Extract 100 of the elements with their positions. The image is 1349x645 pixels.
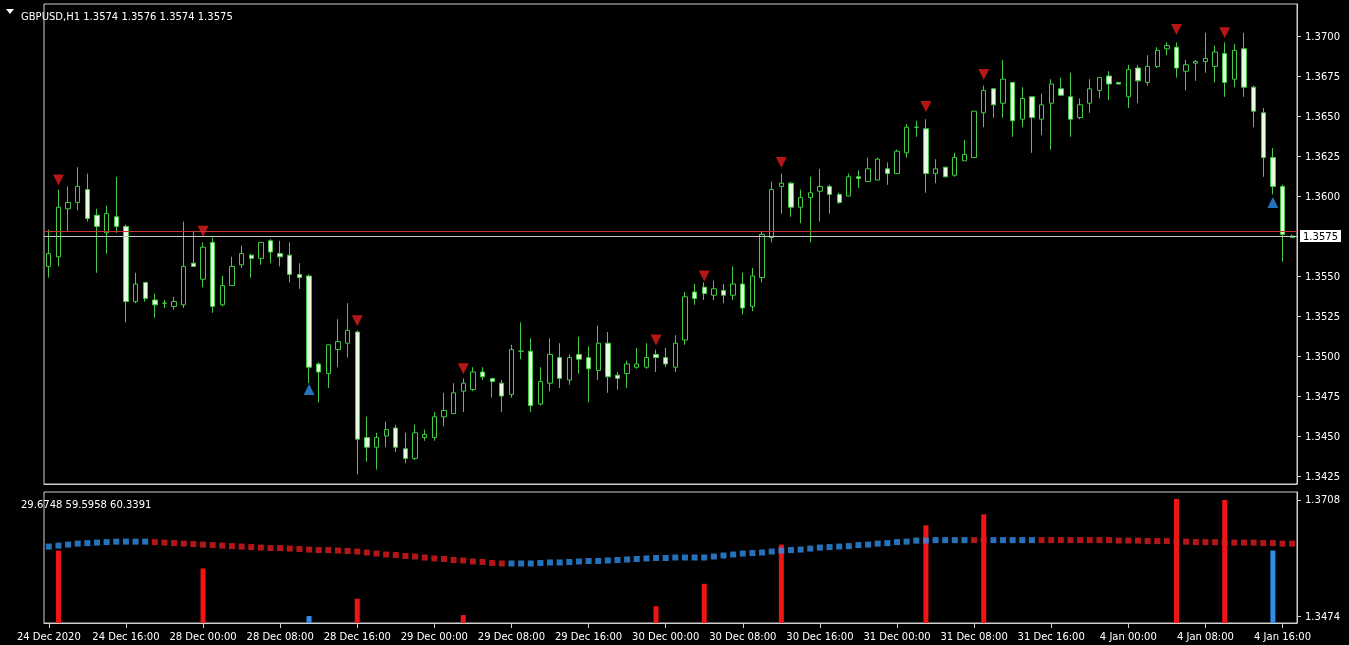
candlestick	[258, 241, 264, 266]
candlestick	[538, 366, 543, 407]
candlestick	[615, 371, 620, 391]
candlestick	[249, 253, 254, 279]
candlestick	[200, 241, 206, 288]
candlestick	[114, 176, 119, 234]
candlestick	[1135, 64, 1141, 104]
candlestick	[634, 347, 639, 370]
candlestick	[759, 230, 765, 283]
y-tick-label: 1.3425	[1305, 470, 1340, 482]
candlestick	[769, 181, 774, 243]
y-tick-label: 1.3475	[1305, 390, 1340, 402]
x-tick-label: 28 Dec 00:00	[169, 630, 237, 642]
candlestick	[1029, 96, 1035, 154]
candlestick	[191, 230, 196, 267]
candlestick	[1087, 78, 1092, 114]
candlestick	[364, 416, 370, 463]
candlestick	[1058, 77, 1064, 96]
candlestick	[75, 166, 80, 211]
point	[303, 384, 315, 396]
y-tick-label: 1.3474	[1305, 610, 1340, 622]
point	[457, 363, 469, 375]
candlestick	[653, 349, 659, 373]
y-tick-label: 1.3550	[1305, 270, 1340, 282]
candlestick	[1222, 41, 1227, 98]
candlestick	[1145, 54, 1150, 87]
candlestick	[1174, 41, 1179, 79]
x-tick-label: 31 Dec 16:00	[1017, 630, 1085, 642]
candlestick	[1155, 46, 1160, 69]
candlestick	[268, 238, 273, 264]
x-tick-label: 30 Dec 08:00	[709, 630, 777, 642]
candlestick	[104, 205, 109, 255]
candlestick	[335, 318, 341, 368]
candlestick	[306, 273, 312, 384]
candlestick	[171, 296, 177, 311]
point	[650, 334, 662, 346]
candlestick	[1232, 43, 1237, 88]
candlestick	[1010, 81, 1015, 138]
candlestick	[1251, 85, 1256, 128]
candlestick	[1097, 77, 1102, 99]
candlestick	[287, 241, 292, 283]
candlestick	[952, 152, 957, 178]
candlestick	[490, 377, 495, 399]
candlestick	[123, 224, 129, 323]
candlestick	[326, 344, 331, 389]
candlestick	[692, 283, 697, 306]
candlestick	[152, 293, 158, 319]
point	[1171, 24, 1183, 36]
candlestick	[1000, 59, 1006, 119]
candlestick	[345, 302, 350, 359]
candlestick	[576, 336, 582, 375]
x-tick-label: 28 Dec 08:00	[246, 630, 314, 642]
candlestick	[1068, 72, 1073, 138]
candlestick	[316, 361, 321, 403]
candlestick	[239, 245, 244, 269]
candlestick	[1077, 97, 1083, 120]
candlestick	[499, 379, 504, 413]
candlestick	[779, 173, 784, 215]
candlestick	[181, 221, 186, 309]
candlestick	[943, 166, 948, 178]
candlestick	[470, 366, 476, 392]
point	[698, 270, 710, 282]
point	[920, 100, 932, 112]
y-tick-label: 1.3450	[1305, 430, 1340, 442]
candlestick	[740, 272, 745, 315]
candlestick	[817, 168, 823, 223]
candlestick	[1241, 32, 1247, 98]
candlestick	[730, 265, 736, 301]
candlestick	[1212, 45, 1218, 83]
candlestick	[374, 432, 379, 471]
candlestick	[441, 392, 447, 427]
candlestick	[663, 347, 668, 368]
candlestick	[798, 189, 803, 224]
candlestick	[403, 432, 408, 464]
x-tick-label: 24 Dec 16:00	[92, 630, 160, 642]
candlestick	[596, 325, 601, 381]
candlestick	[384, 421, 389, 448]
candlestick	[991, 88, 996, 119]
candlestick	[277, 240, 283, 267]
candlestick	[567, 353, 572, 386]
candlestick	[914, 120, 919, 138]
candlestick	[210, 237, 215, 314]
y-tick-label: 1.3600	[1305, 190, 1340, 202]
candlestick	[461, 377, 466, 413]
candlestick	[624, 360, 630, 389]
x-tick-label: 4 Jan 00:00	[1099, 630, 1157, 642]
candlestick	[220, 275, 225, 307]
candlestick	[229, 256, 235, 287]
candlestick	[808, 176, 813, 243]
candlestick	[846, 173, 851, 197]
candlestick	[933, 158, 938, 184]
candlestick	[721, 283, 726, 304]
candlestick	[856, 169, 861, 189]
candlestick	[133, 272, 138, 304]
candlestick	[528, 337, 533, 413]
candlestick	[393, 424, 398, 453]
text: 29.6748 59.5958 60.3391	[21, 498, 152, 510]
y-tick-label: 1.3675	[1305, 70, 1340, 82]
candlestick	[682, 291, 688, 346]
y-tick-label: 1.3525	[1305, 310, 1340, 322]
